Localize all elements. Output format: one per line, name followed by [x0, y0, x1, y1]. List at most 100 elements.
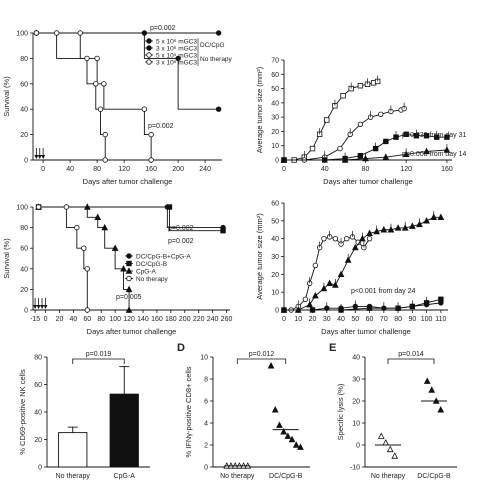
- data-point: [409, 303, 416, 310]
- data-point: [391, 452, 399, 459]
- y-axis-title: % IFNγ-positive CD8+ cells: [184, 366, 193, 457]
- group-1: [267, 362, 304, 450]
- y-tick-label: 100: [16, 205, 28, 212]
- legend-marker: [146, 38, 152, 44]
- y-tick-label: 80: [20, 225, 28, 232]
- x-tick-label: 0: [41, 166, 45, 173]
- x-tick-label: 160: [145, 166, 157, 173]
- y-tick-label: 60: [20, 246, 28, 253]
- data-point: [326, 279, 333, 286]
- panel-label: E: [329, 342, 336, 354]
- data-point: [438, 296, 444, 302]
- x-tick-label: 40: [66, 166, 74, 173]
- data-point: [382, 153, 390, 160]
- x-category-label: DC/CpG-B: [269, 473, 303, 480]
- data-point: [97, 106, 104, 112]
- legend-label: 5 x 10⁶ mGC3: [156, 38, 197, 45]
- data-point: [74, 224, 80, 231]
- x-tick-label: 0: [282, 166, 286, 173]
- y-axis-title: Specific lysis (%): [336, 383, 345, 440]
- x-axis-title: Days after tumor challenge: [321, 327, 411, 336]
- legend-marker: [126, 253, 132, 259]
- x-tick-label: 20: [309, 316, 317, 323]
- data-point: [357, 153, 364, 159]
- p-value-label: p=0.002: [148, 123, 174, 130]
- series-3: [280, 144, 451, 163]
- x-tick-label: 110: [435, 316, 446, 323]
- x-tick-label: 40: [321, 166, 329, 173]
- y-tick-label: 10: [271, 143, 279, 150]
- y-axis-title: Survival (%): [2, 76, 11, 117]
- data-point: [423, 133, 430, 139]
- y-tick-label: 10: [271, 290, 279, 297]
- x-tick-label: 240: [207, 316, 219, 323]
- series-2: [281, 129, 450, 163]
- data-point: [215, 30, 222, 36]
- series-line: [38, 206, 130, 310]
- y-tick-label: 0: [24, 308, 28, 315]
- data-point: [309, 307, 316, 313]
- x-tick-label: 200: [172, 166, 184, 173]
- y-tick-label: 20: [352, 399, 360, 406]
- data-point: [297, 443, 304, 450]
- data-point: [288, 435, 296, 443]
- data-point: [423, 147, 430, 155]
- x-tick-label: 80: [394, 316, 402, 323]
- panel-D: 0 2 4 6 8 10 No therapy DC/CpG-B p=0.012 % IFNγ-p…: [177, 342, 310, 480]
- y-tick-label: 8: [204, 377, 208, 384]
- y-tick-label: 40: [352, 355, 360, 362]
- series-2: [33, 30, 154, 163]
- x-tick-label: 120: [123, 316, 135, 323]
- y-tick-label: 20: [34, 437, 42, 444]
- x-category-label: No therapy: [371, 473, 406, 480]
- data-point: [383, 138, 389, 145]
- data-point: [84, 266, 90, 272]
- y-tick-label: 40: [20, 107, 28, 114]
- y-tick-label: 0: [204, 465, 208, 472]
- data-point: [312, 262, 319, 269]
- y-tick-label: 60: [34, 382, 42, 389]
- x-tick-label: 180: [165, 316, 177, 323]
- p-value-label: p=0.014: [398, 351, 424, 358]
- data-point: [366, 229, 373, 237]
- data-point: [280, 428, 288, 435]
- p-value-label: p<0.032 from day 31: [402, 132, 467, 139]
- x-axis-title: Days after tumor challenge: [87, 327, 177, 336]
- x-tick-label: 120: [118, 166, 130, 173]
- data-point: [340, 93, 346, 99]
- panel-C2: 0 20 40 60 80 No therapy CpG-A p=0.019 % CD69-po…: [18, 351, 150, 480]
- data-point: [284, 432, 292, 439]
- series-3: [33, 30, 108, 163]
- legend-group-label: DC/CpG: [200, 42, 225, 49]
- injection-arrow-head: [43, 305, 48, 309]
- series-3: [281, 296, 444, 313]
- x-tick-label: 30: [323, 316, 331, 323]
- y-tick-label: 0: [275, 158, 279, 165]
- injection-arrow-head: [37, 155, 42, 159]
- legend-label: 3 x 10⁶ mGC3: [156, 45, 197, 52]
- data-point: [344, 235, 350, 242]
- data-point: [84, 307, 90, 313]
- legend-marker: [146, 45, 152, 51]
- x-tick-label: 80: [97, 316, 105, 323]
- data-point: [148, 157, 154, 163]
- data-point: [271, 406, 279, 413]
- data-point: [382, 439, 390, 446]
- data-point: [83, 203, 91, 210]
- data-point: [148, 131, 154, 138]
- y-tick-label: 2: [204, 443, 208, 450]
- y-tick-label: 40: [20, 266, 28, 273]
- legend-marker: [146, 52, 152, 58]
- data-point: [292, 441, 300, 448]
- p-value-label: p<0.001 from day 24: [351, 288, 416, 295]
- data-point: [423, 377, 431, 384]
- x-category-label: DC/CpG-B: [417, 473, 451, 480]
- y-tick-label: 0: [356, 443, 360, 450]
- data-point: [444, 134, 450, 140]
- data-point: [120, 265, 127, 272]
- x-tick-label: 60: [83, 316, 91, 323]
- data-point: [321, 235, 327, 242]
- data-point: [125, 285, 133, 293]
- panel-A: 0 20 40 60 80 100 0 40 80 120 160 200 240 Days after …: [2, 25, 233, 186]
- data-point: [394, 224, 402, 231]
